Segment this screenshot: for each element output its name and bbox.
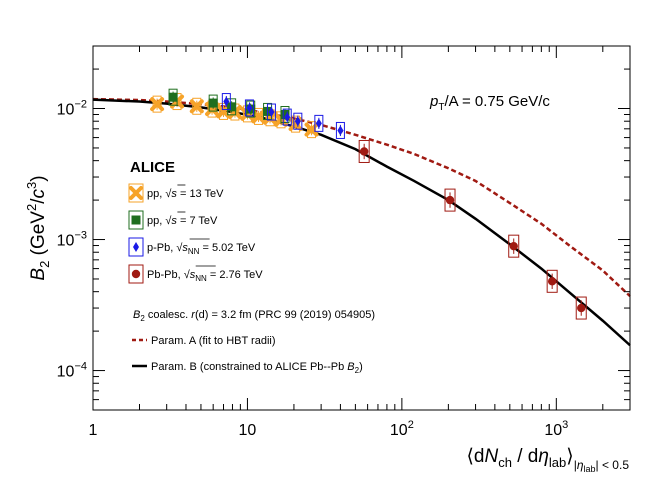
data-point xyxy=(266,103,276,121)
legend-label: pp, √s = 7 TeV xyxy=(147,215,218,227)
point-marker xyxy=(284,112,291,123)
data-point xyxy=(282,108,292,126)
point-marker-glyph xyxy=(216,104,231,119)
legend-marker xyxy=(131,215,141,225)
legend-label: Pb-Pb, √sNN = 2.76 TeV xyxy=(147,269,263,283)
data-point xyxy=(314,114,324,132)
data-point xyxy=(251,107,266,125)
syst-box xyxy=(266,103,276,121)
point-marker xyxy=(150,97,165,112)
data-point xyxy=(221,93,231,111)
x-tick-label: 103 xyxy=(544,419,568,439)
data-point xyxy=(150,95,165,113)
point-marker xyxy=(294,116,301,127)
data-point xyxy=(444,188,456,212)
data-point xyxy=(227,98,237,116)
point-marker xyxy=(577,303,586,313)
data-point xyxy=(575,296,587,320)
syst-box xyxy=(152,95,162,113)
point-marker xyxy=(246,102,253,113)
data-point xyxy=(335,121,345,139)
legend-entry: Pb-Pb, √sNN = 2.76 TeV xyxy=(128,264,263,284)
legend-title: ALICE xyxy=(130,159,175,176)
legend-entry: pp, √s = 13 TeV xyxy=(128,183,224,203)
legend-marker xyxy=(133,242,139,252)
legend-entry: pp, √s = 7 TeV xyxy=(128,210,218,230)
point-marker xyxy=(168,92,178,102)
legend-param-a-label: Param. A (fit to HBT radii) xyxy=(151,335,276,347)
x-tick-label: 102 xyxy=(390,419,414,439)
data-point xyxy=(546,269,558,293)
x-axis-label: ⟨dNch / dηlab⟩|ηlab| < 0.5 xyxy=(467,446,630,474)
syst-box xyxy=(575,296,587,320)
data-point xyxy=(508,234,520,258)
param-a-curve xyxy=(92,97,631,298)
legend-marker-glyph xyxy=(129,186,143,200)
syst-box xyxy=(444,188,456,212)
legend-param-b-label: Param. B (constrained to ALICE Pb--Pb B2… xyxy=(151,361,363,375)
y-tick-label: 10−3 xyxy=(57,230,87,250)
syst-box xyxy=(244,99,254,117)
point-marker xyxy=(509,241,518,251)
syst-box xyxy=(314,114,324,132)
syst-box xyxy=(335,121,345,139)
point-marker xyxy=(315,118,322,129)
y-axis-label: B2 (GeV2/c3) xyxy=(24,175,52,280)
plot-frame xyxy=(92,45,631,411)
legend-box xyxy=(128,264,144,284)
point-marker xyxy=(208,98,218,108)
point-marker xyxy=(227,102,237,112)
syst-box xyxy=(282,108,292,126)
model-note: B2 coalesc. r(d) = 3.2 fm (PRC 99 (2019)… xyxy=(133,309,375,323)
legend-marker xyxy=(131,269,141,279)
point-marker xyxy=(359,147,369,156)
data-point xyxy=(189,97,204,115)
y-tick-label: 10−4 xyxy=(57,361,87,381)
point-marker xyxy=(337,125,344,136)
x-tick-label: 1 xyxy=(89,422,98,439)
data-point xyxy=(358,139,370,163)
point-marker xyxy=(268,107,275,118)
point-marker xyxy=(280,110,290,120)
legend-box xyxy=(128,210,144,230)
legend-box xyxy=(128,183,144,203)
point-marker xyxy=(445,195,455,205)
syst-box xyxy=(358,139,370,163)
pt-annotation: pT/A = 0.75 GeV/c xyxy=(429,93,550,113)
syst-box xyxy=(307,121,317,139)
point-marker-glyph xyxy=(189,99,204,114)
point-marker xyxy=(223,96,230,107)
legend-entry: p-Pb, √sNN = 5.02 TeV xyxy=(128,237,256,257)
data-point xyxy=(244,99,254,117)
y-tick-label: 10−2 xyxy=(57,99,87,119)
legend-box xyxy=(128,237,144,257)
point-marker xyxy=(216,104,231,119)
data-point xyxy=(216,102,231,120)
point-marker xyxy=(189,99,204,114)
syst-box xyxy=(221,93,231,111)
data-point xyxy=(293,112,303,130)
syst-box xyxy=(293,112,303,130)
syst-box xyxy=(546,269,558,293)
point-marker xyxy=(547,277,557,286)
legend-marker xyxy=(129,186,143,200)
legend-label: pp, √s = 13 TeV xyxy=(147,188,224,200)
x-tick-label: 10 xyxy=(239,422,257,439)
syst-box xyxy=(508,234,520,258)
data-point xyxy=(208,94,218,112)
legend-label: p-Pb, √sNN = 5.02 TeV xyxy=(147,242,256,256)
point-marker-glyph xyxy=(150,97,165,112)
data-point xyxy=(168,88,178,106)
syst-box xyxy=(192,97,202,115)
